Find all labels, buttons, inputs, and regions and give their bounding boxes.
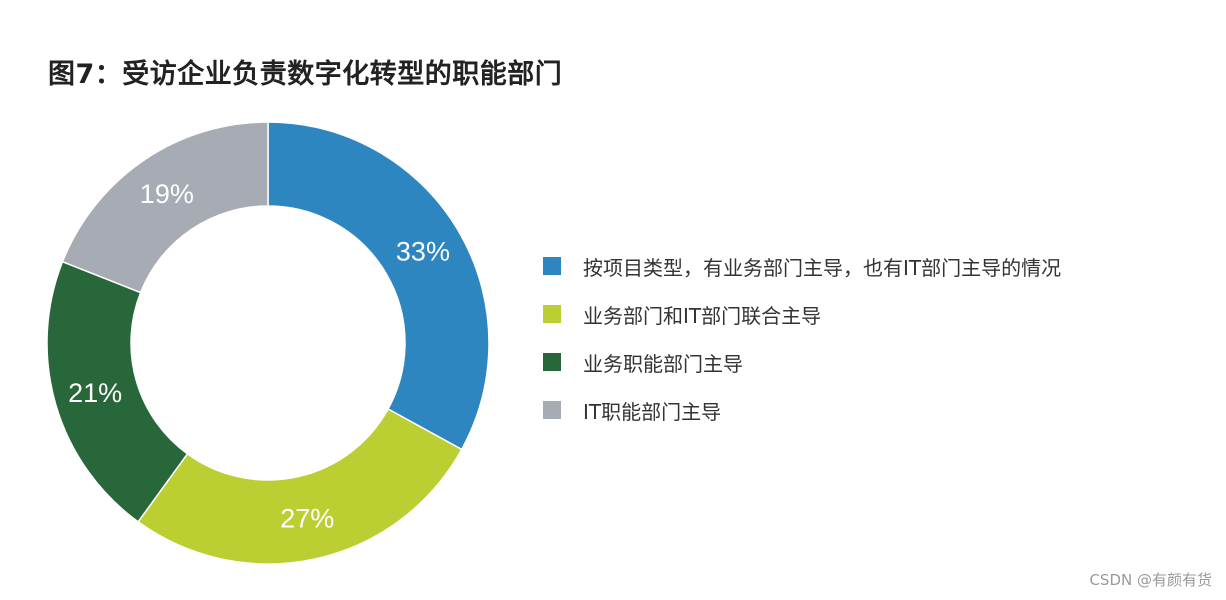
legend-item-3: 业务职能部门主导 (543, 350, 1061, 376)
legend-label: 按项目类型，有业务部门主导，也有IT部门主导的情况 (583, 255, 1062, 280)
slice-value-label-3: 21% (68, 378, 122, 408)
chart-legend: 按项目类型，有业务部门主导，也有IT部门主导的情况 业务部门和IT部门联合主导 业务… (543, 254, 1061, 446)
chart-title: 图7：受访企业负责数字化转型的职能部门 (48, 59, 563, 90)
slice-value-label-2: 27% (280, 504, 334, 534)
legend-label: 业务部门和IT部门联合主导 (583, 303, 822, 328)
donut-slice-1 (267, 121, 490, 451)
legend-label: IT职能部门主导 (583, 399, 722, 424)
legend-item-2: 业务部门和IT部门联合主导 (543, 302, 1061, 328)
watermark: CSDN @有颜有货 (1089, 571, 1212, 589)
slice-value-label-4: 19% (140, 179, 194, 209)
legend-swatch (543, 305, 561, 323)
legend-swatch (543, 257, 561, 275)
legend-label: 业务职能部门主导 (583, 351, 743, 376)
slice-value-label-1: 33% (396, 236, 450, 266)
legend-item-4: IT职能部门主导 (543, 398, 1061, 424)
donut-slice-4 (61, 121, 269, 294)
legend-swatch (543, 401, 561, 419)
legend-item-1: 按项目类型，有业务部门主导，也有IT部门主导的情况 (543, 254, 1062, 280)
donut-slice-2 (137, 407, 463, 565)
donut-slice-3 (46, 260, 189, 523)
legend-swatch (543, 353, 561, 371)
